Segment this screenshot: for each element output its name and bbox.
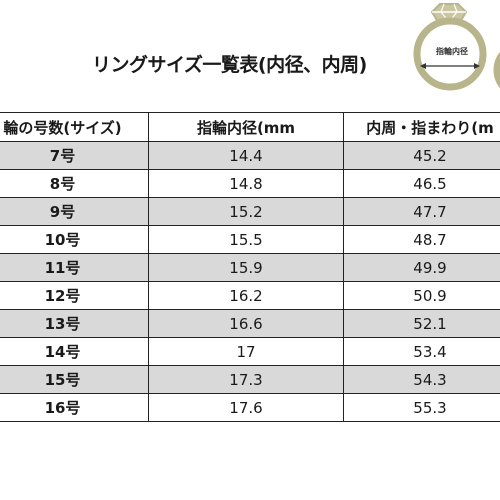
cell-diameter: 17.6 <box>148 393 344 422</box>
table-row: 10号 15.5 48.7 <box>0 225 500 254</box>
cell-diameter: 16.6 <box>148 309 344 338</box>
cell-size: 9号 <box>0 197 149 226</box>
table-row: 12号 16.2 50.9 <box>0 281 500 310</box>
header-diameter: 指輪内径(mm <box>148 112 344 142</box>
ring-icon <box>413 3 487 91</box>
cell-size: 8号 <box>0 169 149 198</box>
table-header-row: 輪の号数(サイズ) 指輪内径(mm 内周・指まわり(m <box>0 112 500 142</box>
cell-size: 12号 <box>0 281 149 310</box>
cell-diameter: 17 <box>148 337 344 366</box>
page-title: リングサイズ一覧表(内径、内周) <box>92 54 367 76</box>
cell-diameter: 17.3 <box>148 365 344 394</box>
cell-diameter: 15.5 <box>148 225 344 254</box>
cell-diameter: 14.4 <box>148 141 344 170</box>
cell-size: 15号 <box>0 365 149 394</box>
cell-size: 11号 <box>0 253 149 282</box>
cell-size: 10号 <box>0 225 149 254</box>
cell-circumference: 54.3 <box>343 365 500 394</box>
cell-size: 7号 <box>0 141 149 170</box>
cell-circumference: 49.9 <box>343 253 500 282</box>
cell-circumference: 47.7 <box>343 197 500 226</box>
cell-circumference: 52.1 <box>343 309 500 338</box>
cell-circumference: 46.5 <box>343 169 500 198</box>
table-row: 8号 14.8 46.5 <box>0 169 500 198</box>
table-row: 11号 15.9 49.9 <box>0 253 500 282</box>
table-row: 13号 16.6 52.1 <box>0 309 500 338</box>
cell-size: 16号 <box>0 393 149 422</box>
cell-size: 14号 <box>0 337 149 366</box>
cell-circumference: 53.4 <box>343 337 500 366</box>
ring-size-table: 輪の号数(サイズ) 指輪内径(mm 内周・指まわり(m 7号 14.4 45.2… <box>0 112 500 422</box>
cell-circumference: 45.2 <box>343 141 500 170</box>
cell-size: 13号 <box>0 309 149 338</box>
cell-circumference: 55.3 <box>343 393 500 422</box>
ring-diagram: 指輪内径 <box>408 2 490 102</box>
header-circumference: 内周・指まわり(m <box>343 112 500 142</box>
cell-diameter: 15.9 <box>148 253 344 282</box>
cell-diameter: 14.8 <box>148 169 344 198</box>
ring-diagram-label: 指輪内径 <box>436 47 468 56</box>
table-row: 7号 14.4 45.2 <box>0 141 500 170</box>
cell-diameter: 16.2 <box>148 281 344 310</box>
table-row: 14号 17 53.4 <box>0 337 500 366</box>
table-row: 15号 17.3 54.3 <box>0 365 500 394</box>
header-size: 輪の号数(サイズ) <box>0 112 149 142</box>
table-row: 16号 17.6 55.3 <box>0 393 500 422</box>
cell-circumference: 50.9 <box>343 281 500 310</box>
table-row: 9号 15.2 47.7 <box>0 197 500 226</box>
cell-circumference: 48.7 <box>343 225 500 254</box>
cell-diameter: 15.2 <box>148 197 344 226</box>
ring-partial-icon <box>493 51 500 89</box>
